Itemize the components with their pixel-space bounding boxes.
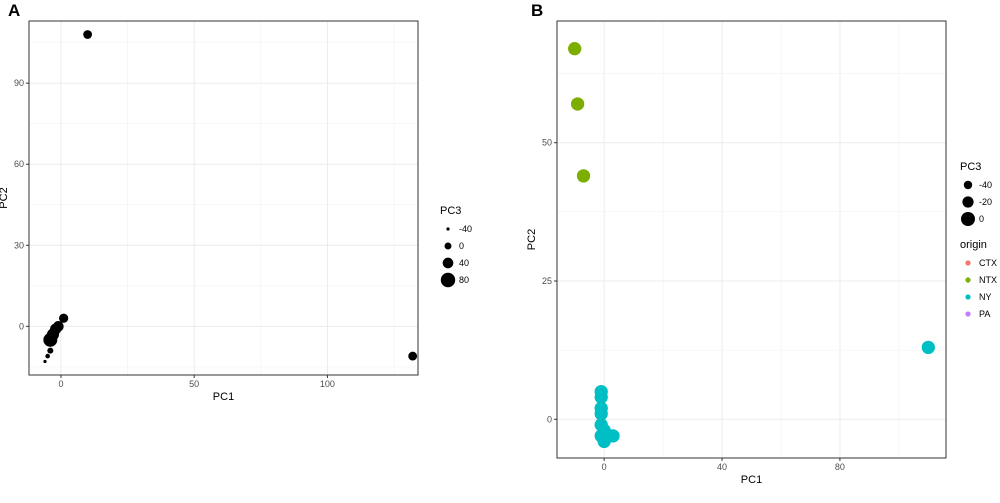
panel-a-chart: 0 50 100 0 30 60 90 PC1 PC2 xyxy=(0,20,419,403)
panel-a-x-tick-label: 50 xyxy=(189,379,199,389)
panel-b-plot-area xyxy=(557,21,946,458)
panel-b-size-legend-title: PC3 xyxy=(960,161,981,173)
panel-a-panel-border xyxy=(28,20,419,376)
panel-b-size-legend-key xyxy=(962,196,974,208)
panel-b-y-tick-label: 25 xyxy=(542,276,552,286)
panel-a-point-10 xyxy=(43,359,47,364)
panel-b-point-1 xyxy=(568,42,582,56)
panel-b-color-legend-title: origin xyxy=(960,239,987,251)
panel-b-color-legend-label: PA xyxy=(979,309,990,319)
panel-b-point-14 xyxy=(597,434,611,449)
panel-a-size-legend-key xyxy=(444,242,452,250)
panel-a-size-legend-label: 0 xyxy=(459,241,464,251)
panel-b-color-legend-label: NTX xyxy=(979,275,997,285)
panel-b-point-2 xyxy=(570,97,585,111)
panel-b-y-tick-label: 50 xyxy=(542,138,552,148)
panel-b-color-legend-label: CTX xyxy=(979,258,997,268)
panel-a-size-legend-title: PC3 xyxy=(440,205,461,217)
panel-b-x-axis-title: PC1 xyxy=(741,474,762,486)
panel-b-panel-border xyxy=(556,20,947,459)
panel-b-point-3 xyxy=(576,169,591,183)
panel-b-color-legend-key xyxy=(965,260,971,266)
panel-a-point-3 xyxy=(59,313,69,323)
panel-b-point-4 xyxy=(921,340,935,355)
panel-b-y-tick-label: 0 xyxy=(547,414,552,424)
panel-b-color-legend-key xyxy=(965,294,971,300)
panel-b-color-legend-key xyxy=(965,311,971,317)
panel-a-y-axis-title: PC2 xyxy=(0,187,10,208)
panel-b-size-legend-label: 0 xyxy=(979,214,984,224)
panel-a-size-legend-key xyxy=(442,257,454,269)
panel-a-plot-area xyxy=(29,21,418,375)
panel-label-a: A xyxy=(8,1,20,20)
panel-a-y-tick-label: 30 xyxy=(14,240,24,250)
panel-a-size-legend-label: 80 xyxy=(459,275,469,285)
panel-b-point-8 xyxy=(594,407,608,421)
panel-a-point-9 xyxy=(45,353,50,359)
panel-b-size-legend-label: -20 xyxy=(979,197,992,207)
panel-a-x-axis-title: PC1 xyxy=(213,391,234,403)
panel-b-x-tick-label: 80 xyxy=(835,462,845,472)
panel-a-point-2 xyxy=(408,351,418,361)
panel-b-chart: 0 40 80 0 25 50 PC1 PC2 xyxy=(526,20,947,486)
panel-b-x-tick-label: 0 xyxy=(602,462,607,472)
panel-b-size-legend-label: -40 xyxy=(979,180,992,190)
panel-a-y-tick-label: 90 xyxy=(14,78,24,88)
panel-a-x-tick-label: 0 xyxy=(58,379,63,389)
panel-b-color-legend-label: NY xyxy=(979,292,992,302)
panel-a-point-7 xyxy=(43,332,58,347)
panel-b-y-axis-title: PC2 xyxy=(526,229,538,250)
panel-b-size-legend-key xyxy=(963,180,973,190)
panel-a-size-legend-key xyxy=(440,272,456,288)
panel-b-legend: PC3 -40 -20 0 origin CTX NTX NY PA xyxy=(960,161,997,319)
panel-a-size-legend-key xyxy=(446,227,450,231)
panel-a-y-tick-label: 0 xyxy=(19,321,24,331)
panel-b-x-tick-label: 40 xyxy=(717,462,727,472)
panel-a-x-tick-label: 100 xyxy=(320,379,335,389)
panel-b-color-legend-key xyxy=(965,277,971,283)
panel-a-point-8 xyxy=(47,347,54,354)
panel-a-legend: PC3 -40 0 40 80 xyxy=(440,205,472,288)
panel-a-size-legend-label: 40 xyxy=(459,258,469,268)
panel-label-b: B xyxy=(531,1,543,20)
panel-a-y-tick-label: 60 xyxy=(14,159,24,169)
panel-b-size-legend-key xyxy=(961,212,975,226)
panel-a-size-legend-label: -40 xyxy=(459,224,472,234)
panel-a-point-1 xyxy=(83,30,93,39)
panel-b-point-6 xyxy=(594,390,608,404)
